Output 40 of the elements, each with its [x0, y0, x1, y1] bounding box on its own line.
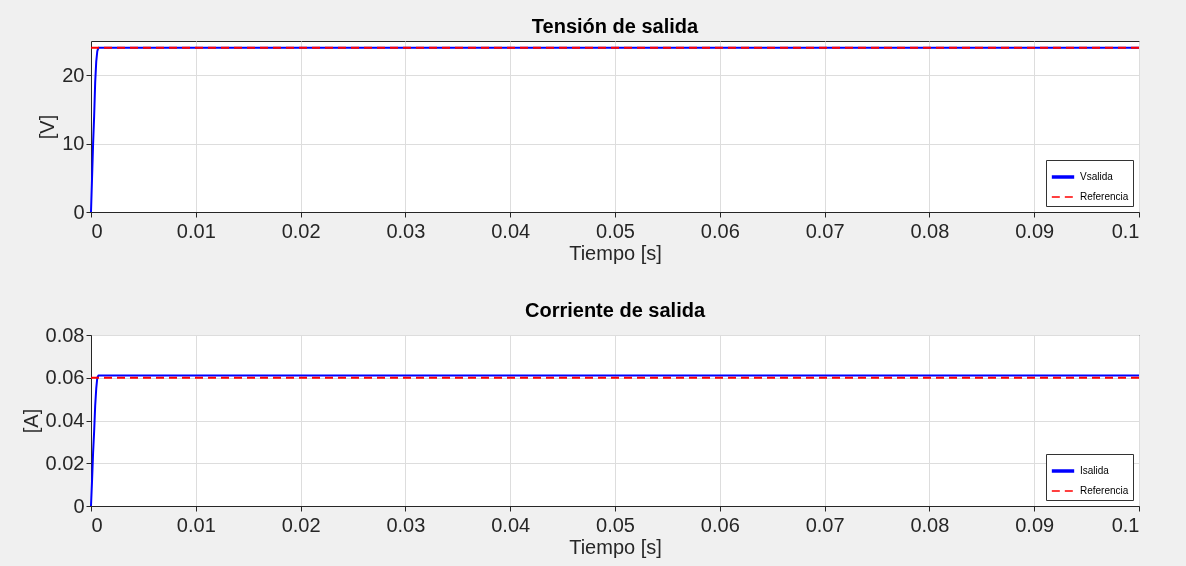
y-tick-label: 0.06 [45, 366, 85, 389]
x-tick-label: 0.1 [1111, 513, 1140, 536]
x-tick-label: 0.05 [596, 219, 635, 242]
x-axis-title: Tiempo [s] [569, 535, 662, 558]
x-tick-label: 0.07 [805, 219, 845, 242]
x-tick-label: 0.09 [1015, 513, 1055, 536]
y-tick-label: 0 [73, 494, 85, 517]
x-axis-title: Tiempo [s] [569, 241, 662, 264]
x-tick-label: 0.06 [700, 219, 740, 242]
x-tick-label: 0.04 [491, 513, 531, 536]
legend-label: Referencia [1080, 485, 1129, 496]
x-tick-label: 0.02 [281, 513, 321, 536]
y-axis-title: [V] [36, 114, 59, 140]
legend-label: Isalida [1080, 465, 1110, 476]
x-tick-label: 0.06 [700, 513, 740, 536]
legend-label: Referencia [1080, 191, 1129, 202]
x-tick-label: 0.1 [1111, 219, 1140, 242]
chart-title: Corriente de salida [524, 299, 706, 321]
y-tick-label: 10 [62, 132, 85, 155]
x-tick-label: 0.01 [176, 219, 216, 242]
x-tick-label: 0.05 [596, 513, 635, 536]
y-axis-title: [A] [19, 408, 42, 434]
x-tick-label: 0.03 [386, 219, 426, 242]
x-tick-label: 0.09 [1015, 219, 1055, 242]
x-tick-label: 0.08 [910, 219, 950, 242]
x-tick-label: 0.03 [386, 513, 426, 536]
x-tick-label: 0.01 [176, 513, 216, 536]
x-tick-label: 0.07 [805, 513, 845, 536]
y-tick-label: 20 [62, 63, 85, 86]
x-tick-label: 0.04 [491, 219, 531, 242]
y-tick-label: 0 [73, 200, 85, 223]
legend-label: Vsalida [1080, 171, 1114, 182]
x-tick-label: 0.08 [910, 513, 950, 536]
y-tick-label: 0.08 [45, 323, 85, 346]
y-tick-label: 0.04 [45, 409, 85, 431]
y-tick-label: 0.02 [45, 451, 85, 474]
x-tick-label: 0 [91, 219, 103, 242]
chart-title: Tensión de salida [531, 15, 700, 37]
x-tick-label: 0 [91, 513, 103, 536]
x-tick-label: 0.02 [281, 219, 321, 242]
